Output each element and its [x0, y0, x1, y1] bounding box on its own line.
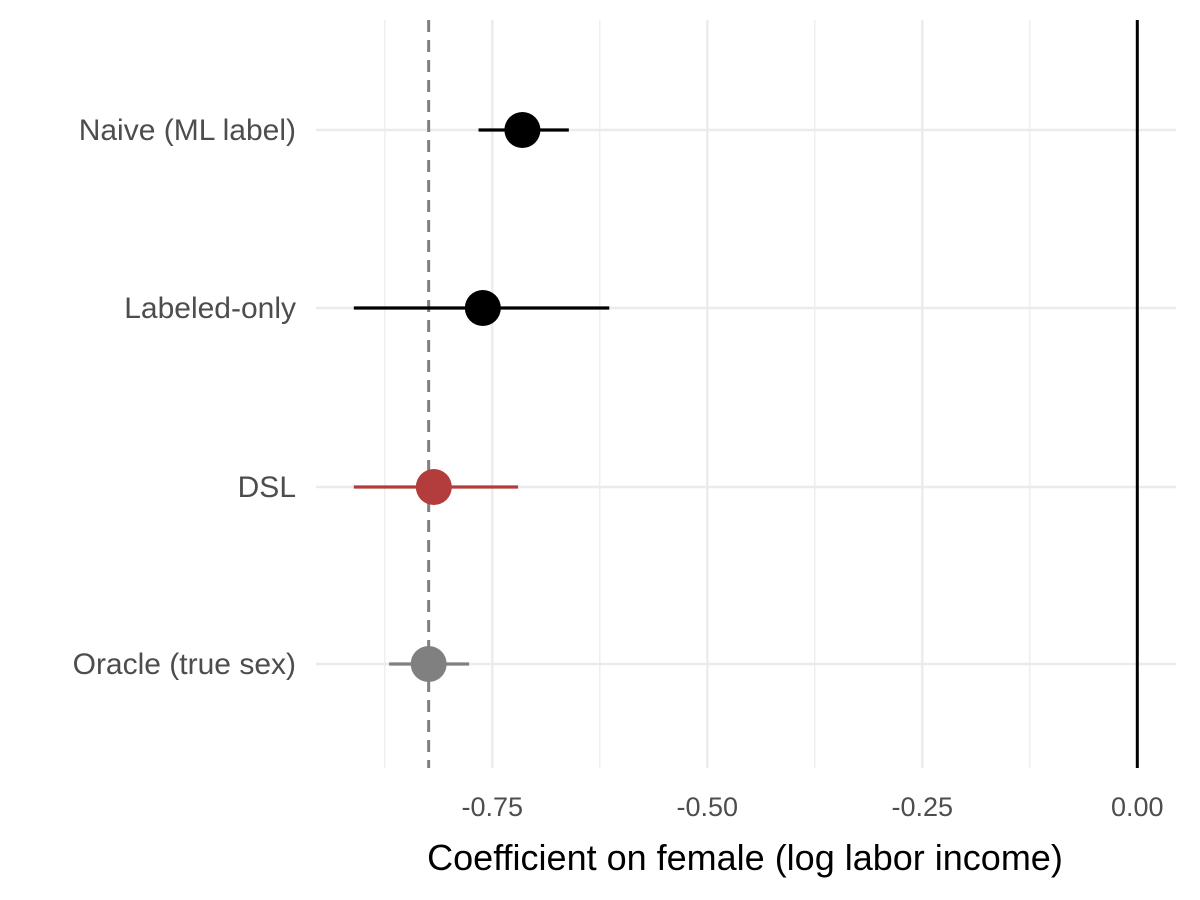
x-axis-title: Coefficient on female (log labor income) — [427, 837, 1063, 878]
x-tick-label: 0.00 — [1111, 792, 1164, 822]
reference-lines — [427, 20, 1139, 768]
category-label: Naive (ML label) — [79, 114, 296, 147]
estimate-point — [464, 290, 501, 326]
estimate-point — [504, 112, 541, 148]
x-tick-label: -0.25 — [892, 792, 954, 822]
x-tick-labels: -0.75 -0.50 -0.25 0.00 — [462, 792, 1164, 822]
x-tick-label: -0.75 — [462, 792, 524, 822]
estimate-points — [410, 112, 541, 682]
confidence-intervals — [353, 128, 610, 666]
category-label: DSL — [238, 471, 296, 504]
estimate-point — [415, 469, 452, 505]
category-labels: Naive (ML label) Labeled-only DSL Oracle (t… — [73, 114, 296, 681]
category-label: Labeled-only — [124, 292, 296, 325]
grid-layer — [316, 20, 1176, 768]
estimate-point — [410, 646, 447, 682]
x-tick-label: -0.50 — [677, 792, 739, 822]
category-label: Oracle (true sex) — [73, 648, 296, 681]
